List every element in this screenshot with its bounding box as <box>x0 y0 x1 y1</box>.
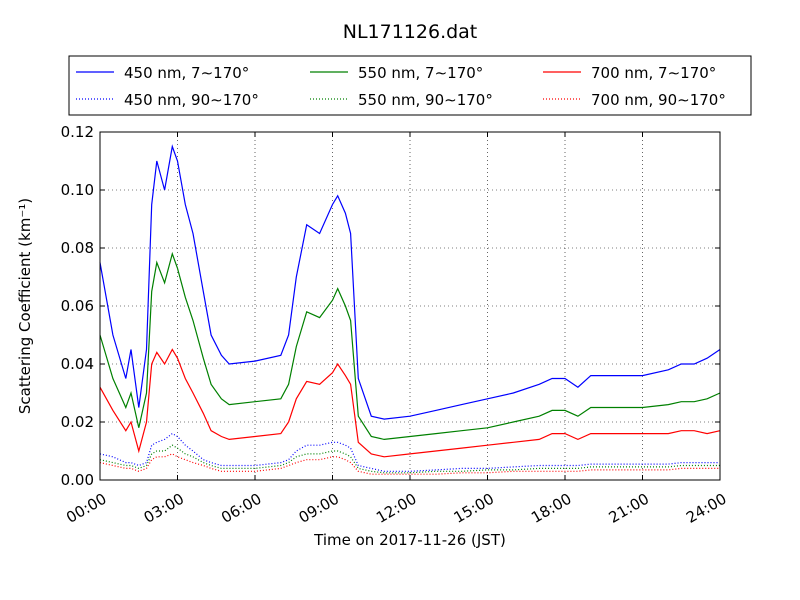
series-line-1 <box>99 432 720 472</box>
y-tick-label: 0.02 <box>61 413 94 431</box>
x-tick-label: 18:00 <box>528 490 574 527</box>
y-tick-label: 0.06 <box>61 297 94 315</box>
legend-label-1: 450 nm, 90∼170° <box>124 91 259 109</box>
series-line-2 <box>99 251 721 441</box>
x-tick-label: 21:00 <box>606 490 652 527</box>
grid <box>99 131 721 481</box>
series-line-4 <box>99 348 721 458</box>
series-lines <box>99 144 721 475</box>
legend-label-3: 550 nm, 90∼170° <box>358 91 493 109</box>
legend-box <box>68 55 752 116</box>
y-tick-label: 0.10 <box>61 181 94 199</box>
y-tick-label: 0.00 <box>61 471 94 489</box>
y-axis-label: Scattering Coefficient (km⁻¹) <box>16 198 34 414</box>
x-tick-label: 06:00 <box>218 490 264 527</box>
x-tick-label: 24:00 <box>683 490 729 527</box>
legend-items: 450 nm, 7∼170° 450 nm, 90∼170° 550 nm, 7∼1… <box>76 64 726 109</box>
x-axis-ticks: 00:00 03:00 06:00 09:00 12:00 15:00 18:00 21:00… <box>63 132 730 527</box>
legend-label-4: 700 nm, 7∼170° <box>591 64 716 82</box>
x-tick-label: 09:00 <box>296 490 342 527</box>
x-tick-label: 15:00 <box>451 490 497 527</box>
legend-label-5: 700 nm, 90∼170° <box>591 91 726 109</box>
x-tick-label: 12:00 <box>373 490 419 527</box>
series-line-5 <box>99 453 720 475</box>
y-axis-ticks: 0.00 0.02 0.04 0.06 0.08 0.10 0.12 <box>61 123 720 489</box>
legend-label-2: 550 nm, 7∼170° <box>358 64 483 82</box>
y-tick-label: 0.08 <box>61 239 94 257</box>
legend: 450 nm, 7∼170° 450 nm, 90∼170° 550 nm, 7∼1… <box>68 55 752 116</box>
chart-title: NL171126.dat <box>343 21 478 43</box>
y-tick-label: 0.12 <box>61 123 94 141</box>
x-tick-label: 03:00 <box>141 490 187 527</box>
y-tick-label: 0.04 <box>61 355 94 373</box>
legend-label-0: 450 nm, 7∼170° <box>124 64 249 82</box>
series-line-0 <box>99 144 721 420</box>
x-tick-label: 00:00 <box>63 490 109 527</box>
x-axis-label: Time on 2017-11-26 (JST) <box>313 531 506 549</box>
